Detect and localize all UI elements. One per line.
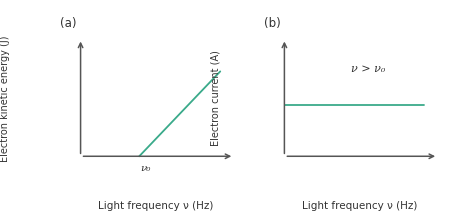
Text: Light frequency ν (Hz): Light frequency ν (Hz) xyxy=(98,201,213,211)
Text: (a): (a) xyxy=(60,17,77,30)
Text: Light frequency ν (Hz): Light frequency ν (Hz) xyxy=(302,201,417,211)
Text: Electron current (A): Electron current (A) xyxy=(210,51,221,147)
Text: (b): (b) xyxy=(264,17,281,30)
Text: ν > ν₀: ν > ν₀ xyxy=(351,64,385,74)
Text: Electron kinetic energy (J): Electron kinetic energy (J) xyxy=(0,35,10,162)
Text: ν₀: ν₀ xyxy=(141,164,151,173)
